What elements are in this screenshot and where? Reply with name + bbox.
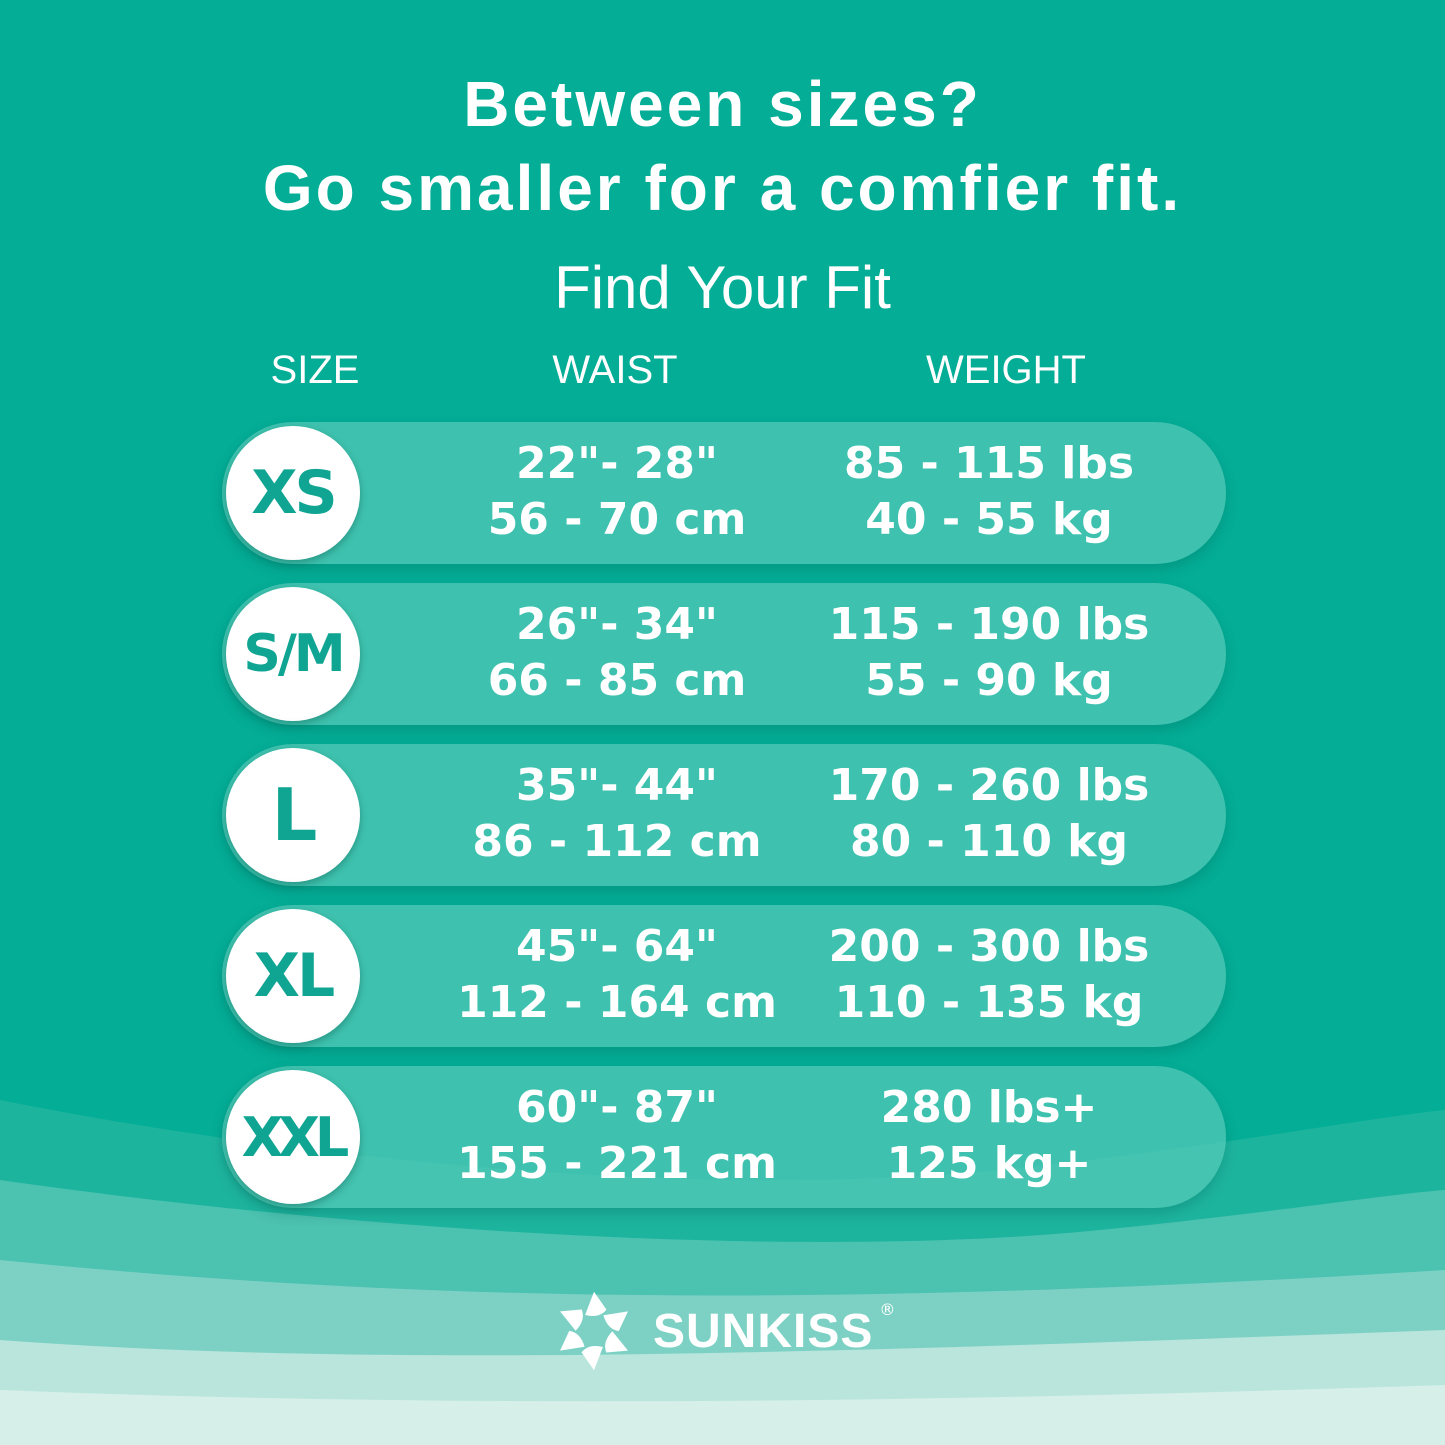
weight-cell: 85 - 115 lbs 40 - 55 kg	[844, 436, 1134, 548]
waist-cm: 86 - 112 cm	[472, 816, 762, 867]
weight-lbs: 85 - 115 lbs	[843, 438, 1135, 489]
weight-cell: 115 - 190 lbs 55 - 90 kg	[829, 597, 1150, 709]
column-header-waist: WAIST	[552, 348, 678, 392]
size-row-sm: S/M 26"- 34" 66 - 85 cm 115 - 190 lbs 55 -…	[222, 583, 1226, 725]
weight-cell: 280 lbs+ 125 kg+	[881, 1080, 1098, 1192]
waist-cell: 26"- 34" 66 - 85 cm	[488, 597, 747, 709]
size-badge: L	[226, 748, 360, 882]
weight-kg: 80 - 110 kg	[849, 816, 1129, 867]
size-row-xs: XS 22"- 28" 56 - 70 cm 85 - 115 lbs 40 - 5…	[222, 422, 1226, 564]
weight-cell: 200 - 300 lbs 110 - 135 kg	[829, 919, 1150, 1031]
weight-kg: 125 kg+	[886, 1138, 1092, 1189]
column-header-weight: WEIGHT	[926, 348, 1086, 392]
waist-inches: 22"- 28"	[516, 438, 718, 489]
waist-cell: 35"- 44" 86 - 112 cm	[472, 758, 761, 870]
weight-kg: 55 - 90 kg	[865, 655, 1113, 706]
brand-name: SUNKISS	[653, 1304, 874, 1358]
weight-lbs: 280 lbs+	[880, 1082, 1098, 1133]
waist-cm: 56 - 70 cm	[487, 494, 747, 545]
registered-mark: ®	[879, 1299, 896, 1319]
waist-cell: 22"- 28" 56 - 70 cm	[488, 436, 747, 548]
weight-cell: 170 - 260 lbs 80 - 110 kg	[829, 758, 1150, 870]
headline-line-2: Go smaller for a comfier fit.	[262, 152, 1183, 224]
brand-logo: SUNKISS ®	[553, 1285, 895, 1377]
weight-lbs: 200 - 300 lbs	[828, 921, 1150, 972]
weight-kg: 110 - 135 kg	[834, 977, 1144, 1028]
size-badge: S/M	[226, 587, 360, 721]
waist-cell: 45"- 64" 112 - 164 cm	[457, 919, 777, 1031]
waist-inches: 26"- 34"	[516, 599, 718, 650]
waist-inches: 35"- 44"	[516, 760, 718, 811]
size-badge: XL	[226, 909, 360, 1043]
waist-inches: 60"- 87"	[516, 1082, 718, 1133]
column-header-size: SIZE	[270, 348, 360, 392]
headline-line-1: Between sizes?	[463, 68, 982, 140]
flower-star-logo-icon	[553, 1291, 635, 1371]
waist-cell: 60"- 87" 155 - 221 cm	[457, 1080, 777, 1192]
waist-cm: 155 - 221 cm	[457, 1138, 777, 1189]
waist-inches: 45"- 64"	[516, 921, 718, 972]
size-row-xl: XL 45"- 64" 112 - 164 cm 200 - 300 lbs 110…	[222, 905, 1226, 1047]
subtitle: Find Your Fit	[554, 254, 891, 321]
size-row-l: L 35"- 44" 86 - 112 cm 170 - 260 lbs 80 - …	[222, 744, 1226, 886]
waist-cm: 66 - 85 cm	[487, 655, 747, 706]
size-badge: XXL	[226, 1070, 360, 1204]
weight-lbs: 115 - 190 lbs	[828, 599, 1150, 650]
weight-kg: 40 - 55 kg	[865, 494, 1113, 545]
size-badge: XS	[226, 426, 360, 560]
weight-lbs: 170 - 260 lbs	[828, 760, 1150, 811]
waist-cm: 112 - 164 cm	[457, 977, 777, 1028]
size-row-xxl: XXL 60"- 87" 155 - 221 cm 280 lbs+ 125 kg+	[222, 1066, 1226, 1208]
